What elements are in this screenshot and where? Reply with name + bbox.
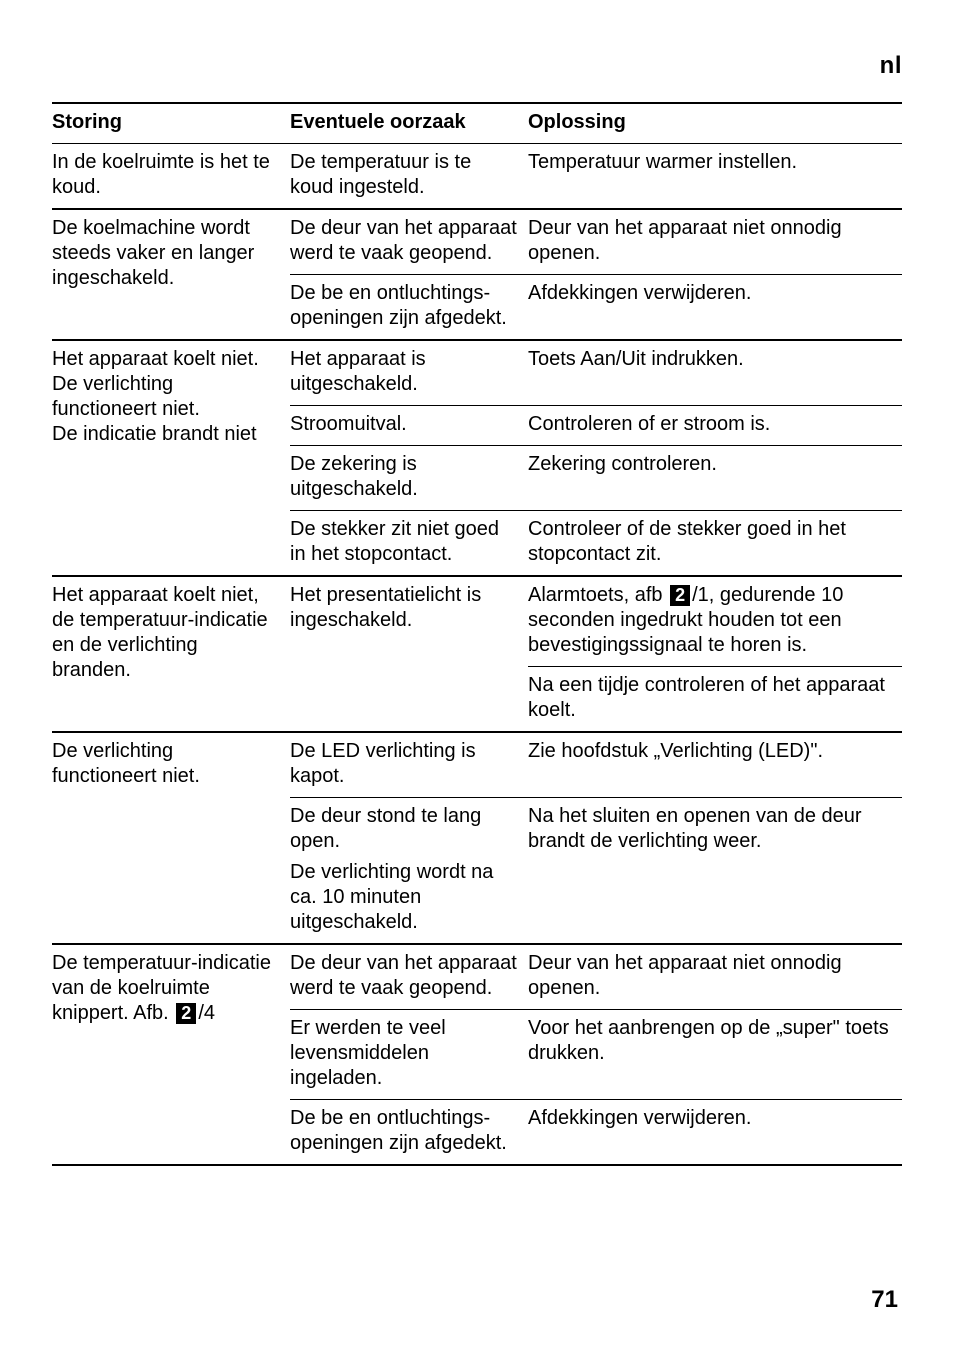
cell-oorzaak: De deur van het apparaat werd te vaak ge… (290, 209, 528, 275)
table-row: De koelmachine wordt steeds vaker en lan… (52, 209, 902, 275)
cell-oorzaak: De stekker zit niet goed in het stopcont… (290, 511, 528, 577)
cell-storing: De koelmachine wordt steeds vaker en lan… (52, 209, 290, 340)
cell-oplossing: Deur van het apparaat niet onnodig opene… (528, 209, 902, 275)
cell-oplossing: Na het sluiten en openen van de deur bra… (528, 798, 902, 945)
cell-oorzaak: De zekering is uitgeschakeld. (290, 446, 528, 511)
cell-oplossing: Zekering controleren. (528, 446, 902, 511)
table-header-row: Storing Eventuele oorzaak Oplossing (52, 103, 902, 144)
cell-oorzaak: De LED verlichting is kapot. (290, 732, 528, 798)
cell-storing: De verlichting functioneert niet. (52, 732, 290, 944)
cell-storing: In de koelruimte is het te koud. (52, 144, 290, 210)
troubleshooting-table: Storing Eventuele oorzaak Oplossing In d… (52, 102, 902, 1166)
table-row: De verlichting functioneert niet. De LED… (52, 732, 902, 798)
cell-storing: De temperatuur-indicatie van de koelruim… (52, 944, 290, 1165)
oplossing-text-before: Alarmtoets, afb (528, 584, 668, 606)
cell-oorzaak: Het apparaat is uitgeschakeld. (290, 340, 528, 406)
storing-line: De indicatie brandt niet (52, 423, 257, 445)
cell-storing: Het apparaat koelt niet, de temperatuur-… (52, 576, 290, 732)
cell-oplossing: Alarmtoets, afb 2/1, gedurende 10 second… (528, 576, 902, 667)
reference-chip: 2 (176, 1003, 196, 1024)
storing-text-before: De temperatuur-indicatie van de koelruim… (52, 952, 271, 1024)
cell-oorzaak: De be en ontluchtings-openingen zijn afg… (290, 275, 528, 341)
cell-oplossing: Afdekkingen verwijderen. (528, 275, 902, 341)
storing-line: De verlichting functioneert niet. (52, 373, 200, 420)
cell-oplossing: Voor het aanbrengen op de „super" toets … (528, 1010, 902, 1100)
cell-oorzaak: De be en ontluchtings-openingen zijn afg… (290, 1100, 528, 1166)
cell-oplossing: Afdekkingen verwijderen. (528, 1100, 902, 1166)
table-row: De temperatuur-indicatie van de koelruim… (52, 944, 902, 1010)
table-row: In de koelruimte is het te koud. De temp… (52, 144, 902, 210)
oorzaak-line: De verlichting wordt na ca. 10 minuten u… (290, 860, 520, 935)
cell-oorzaak: De deur van het apparaat werd te vaak ge… (290, 944, 528, 1010)
cell-oplossing: Zie hoofdstuk „Verlichting (LED)". (528, 732, 902, 798)
cell-oplossing: Temperatuur warmer instellen. (528, 144, 902, 210)
table-row: Het apparaat koelt niet. De verlichting … (52, 340, 902, 406)
oorzaak-line: De deur stond te lang open. (290, 804, 520, 854)
cell-oplossing: Toets Aan/Uit indrukken. (528, 340, 902, 406)
cell-oplossing: Deur van het apparaat niet onnodig opene… (528, 944, 902, 1010)
header-oorzaak: Eventuele oorzaak (290, 103, 528, 144)
reference-chip: 2 (670, 585, 690, 606)
page-language: nl (52, 52, 902, 80)
cell-oorzaak: Stroomuitval. (290, 406, 528, 446)
cell-oorzaak: De deur stond te lang open. De verlichti… (290, 798, 528, 945)
page-number: 71 (871, 1286, 898, 1314)
storing-line: Het apparaat koelt niet. (52, 348, 259, 370)
cell-oplossing: Controleer of de stekker goed in het sto… (528, 511, 902, 577)
table-row: Het apparaat koelt niet, de temperatuur-… (52, 576, 902, 667)
cell-oorzaak: Er werden te veel levensmiddelen ingelad… (290, 1010, 528, 1100)
header-oplossing: Oplossing (528, 103, 902, 144)
cell-storing: Het apparaat koelt niet. De verlichting … (52, 340, 290, 576)
header-storing: Storing (52, 103, 290, 144)
page-content: nl Storing Eventuele oorzaak Oplossing I… (0, 0, 954, 1206)
storing-text-after: /4 (198, 1002, 215, 1024)
cell-oorzaak: Het presentatielicht is ingeschakeld. (290, 576, 528, 732)
cell-oplossing: Controleren of er stroom is. (528, 406, 902, 446)
cell-oorzaak: De temperatuur is te koud ingesteld. (290, 144, 528, 210)
cell-oplossing: Na een tijdje controleren of het apparaa… (528, 667, 902, 733)
